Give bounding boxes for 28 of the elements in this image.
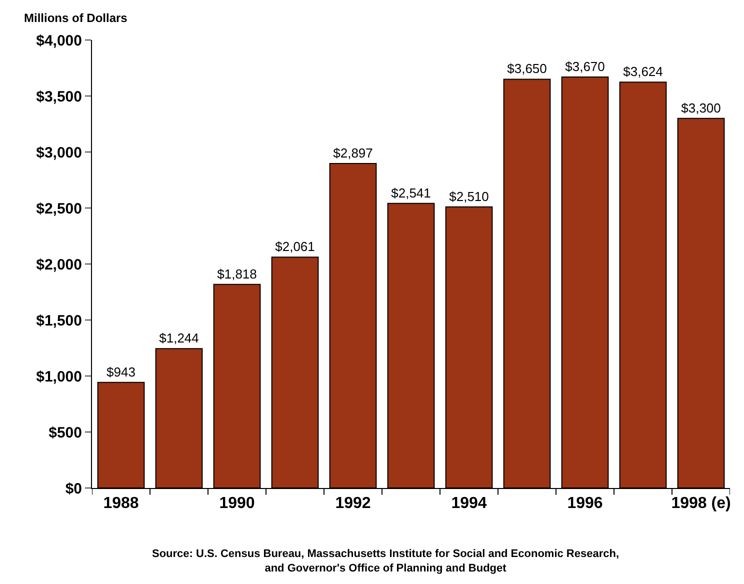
data-label: $3,624	[623, 64, 663, 80]
y-tick-label: $2,500	[36, 200, 82, 218]
y-tick-label: $1,000	[36, 368, 82, 386]
y-tick-label: $3,000	[36, 144, 82, 162]
x-tick-label: 1990	[219, 495, 255, 512]
y-tick-label: $4,000	[36, 32, 82, 50]
data-label: $2,897	[333, 146, 373, 161]
x-tick-label: 1992	[335, 495, 371, 512]
y-tick-label: $2,000	[36, 256, 82, 274]
y-tick-label: $1,500	[36, 312, 82, 330]
x-tick-label: 1988	[103, 495, 139, 512]
data-label: $1,244	[159, 330, 199, 346]
x-tick-label: 1998 (e)	[671, 495, 731, 512]
source-note: Source: U.S. Census Bureau, Massachusetts Institute for Social and Economic Research, and Governor's Office of Planning and Budget	[152, 548, 620, 574]
data-label: $3,300	[681, 100, 721, 116]
x-tick-label: 1996	[567, 495, 603, 512]
x-tick-label: 1994	[451, 495, 487, 512]
y-tick-label: $3,500	[36, 88, 82, 106]
data-label: $943	[106, 364, 136, 380]
data-label: $1,818	[217, 266, 257, 282]
data-label: $2,510	[449, 188, 489, 204]
data-label: $3,670	[565, 58, 605, 74]
y-axis-title: Millions of Dollars	[24, 11, 128, 25]
data-label: $2,061	[275, 239, 315, 254]
y-tick-label: $0	[65, 480, 82, 498]
data-label: $2,541	[391, 185, 431, 200]
data-label: $3,650	[507, 61, 547, 76]
y-tick-label: $500	[48, 424, 82, 442]
